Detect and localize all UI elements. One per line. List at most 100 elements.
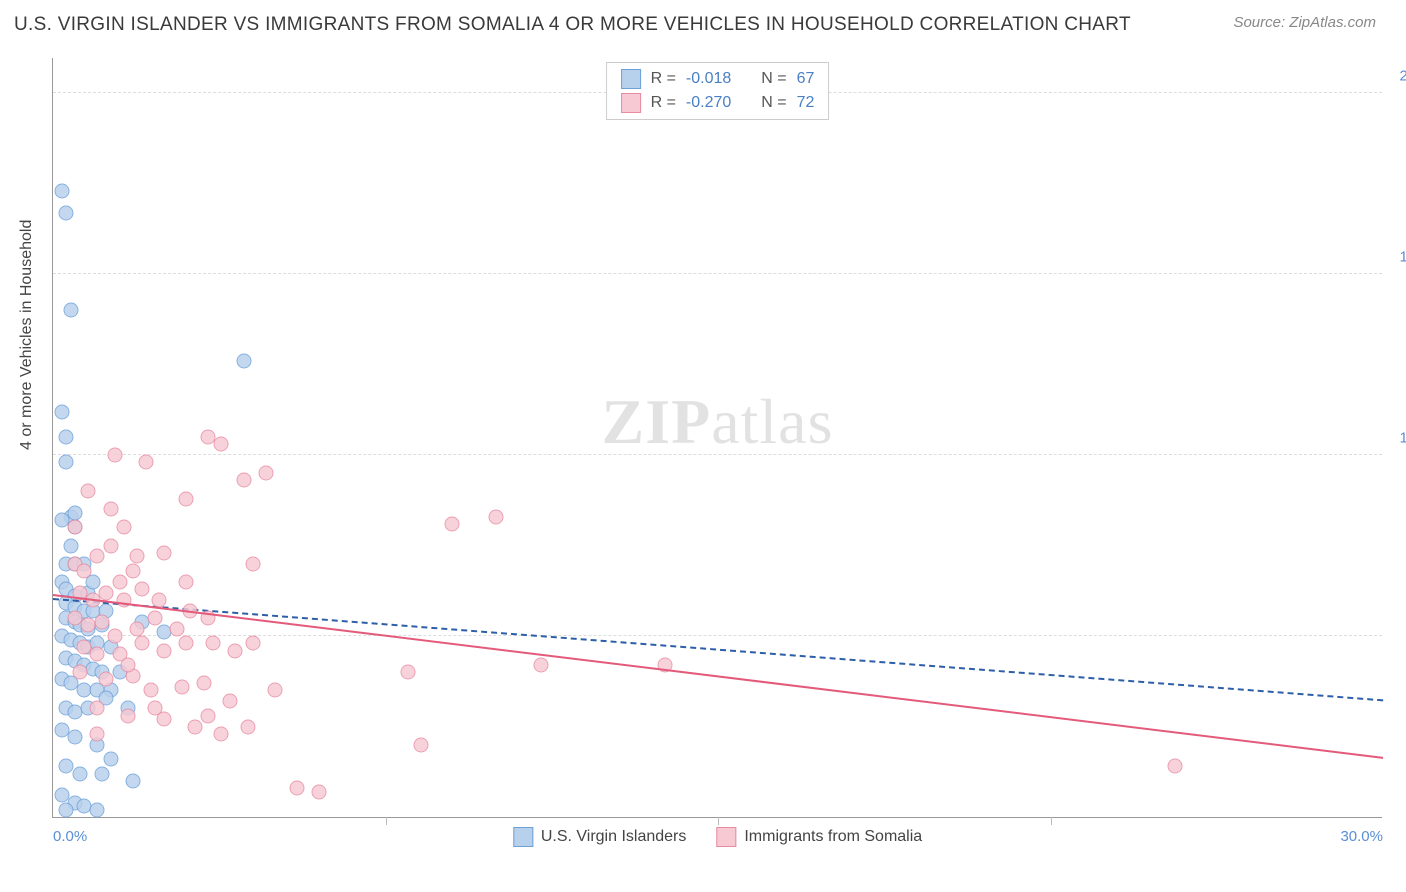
chart-title: U.S. VIRGIN ISLANDER VS IMMIGRANTS FROM … bbox=[14, 14, 1131, 36]
data-point bbox=[312, 784, 327, 799]
data-point bbox=[90, 802, 105, 817]
data-point bbox=[103, 752, 118, 767]
data-point bbox=[170, 621, 185, 636]
data-point bbox=[125, 773, 140, 788]
data-point bbox=[156, 643, 171, 658]
data-point bbox=[59, 802, 74, 817]
data-point bbox=[99, 672, 114, 687]
x-tick-label: 0.0% bbox=[53, 828, 87, 845]
y-tick-label: 15.0% bbox=[1387, 249, 1406, 266]
data-point bbox=[214, 726, 229, 741]
data-point bbox=[179, 491, 194, 506]
data-point bbox=[90, 647, 105, 662]
data-point bbox=[72, 766, 87, 781]
x-tick-label: 30.0% bbox=[1340, 828, 1383, 845]
legend-item: U.S. Virgin Islanders bbox=[513, 827, 687, 847]
data-point bbox=[223, 694, 238, 709]
data-point bbox=[489, 509, 504, 524]
y-axis-label: 4 or more Vehicles in Household bbox=[18, 220, 36, 450]
gridline bbox=[53, 273, 1382, 274]
legend-stat-row: R = -0.018 N = 67 bbox=[621, 67, 815, 91]
data-point bbox=[267, 683, 282, 698]
data-point bbox=[63, 303, 78, 318]
data-point bbox=[134, 636, 149, 651]
data-point bbox=[54, 183, 69, 198]
r-value: -0.018 bbox=[686, 70, 731, 88]
data-point bbox=[90, 726, 105, 741]
data-point bbox=[139, 455, 154, 470]
header-bar: U.S. VIRGIN ISLANDER VS IMMIGRANTS FROM … bbox=[0, 0, 1406, 36]
legend-swatch bbox=[716, 827, 736, 847]
data-point bbox=[59, 205, 74, 220]
data-point bbox=[90, 701, 105, 716]
data-point bbox=[147, 610, 162, 625]
n-value: 67 bbox=[797, 70, 815, 88]
data-point bbox=[205, 636, 220, 651]
data-point bbox=[400, 665, 415, 680]
data-point bbox=[214, 437, 229, 452]
data-point bbox=[81, 484, 96, 499]
data-point bbox=[147, 701, 162, 716]
data-point bbox=[174, 679, 189, 694]
data-point bbox=[533, 658, 548, 673]
data-point bbox=[236, 354, 251, 369]
data-point bbox=[179, 574, 194, 589]
data-point bbox=[236, 473, 251, 488]
data-point bbox=[130, 549, 145, 564]
legend-series: U.S. Virgin Islanders Immigrants from Som… bbox=[513, 827, 922, 847]
data-point bbox=[152, 592, 167, 607]
data-point bbox=[196, 676, 211, 691]
source-label: Source: ZipAtlas.com bbox=[1233, 14, 1376, 31]
data-point bbox=[1167, 759, 1182, 774]
watermark: ZIPatlas bbox=[602, 385, 834, 459]
data-point bbox=[68, 730, 83, 745]
data-point bbox=[201, 430, 216, 445]
data-point bbox=[241, 719, 256, 734]
x-tick bbox=[386, 817, 387, 825]
y-tick-label: 20.0% bbox=[1387, 68, 1406, 85]
data-point bbox=[103, 502, 118, 517]
data-point bbox=[245, 636, 260, 651]
legend-stat-row: R = -0.270N = 72 bbox=[621, 91, 815, 115]
r-label: R = bbox=[651, 70, 676, 88]
data-point bbox=[125, 563, 140, 578]
r-label: R = bbox=[651, 94, 676, 112]
data-point bbox=[99, 585, 114, 600]
n-label: N = bbox=[761, 70, 786, 88]
data-point bbox=[134, 582, 149, 597]
data-point bbox=[68, 506, 83, 521]
data-point bbox=[156, 545, 171, 560]
legend-swatch bbox=[621, 93, 641, 113]
data-point bbox=[72, 665, 87, 680]
data-point bbox=[413, 737, 428, 752]
data-point bbox=[63, 538, 78, 553]
data-point bbox=[103, 538, 118, 553]
data-point bbox=[445, 516, 460, 531]
data-point bbox=[121, 658, 136, 673]
y-tick-label: 5.0% bbox=[1387, 611, 1406, 628]
n-value: 72 bbox=[797, 94, 815, 112]
trend-line bbox=[53, 594, 1383, 759]
data-point bbox=[121, 708, 136, 723]
data-point bbox=[143, 683, 158, 698]
data-point bbox=[245, 556, 260, 571]
legend-label: Immigrants from Somalia bbox=[744, 828, 922, 846]
n-label: N = bbox=[761, 94, 786, 112]
data-point bbox=[112, 574, 127, 589]
legend-item: Immigrants from Somalia bbox=[716, 827, 922, 847]
data-point bbox=[94, 614, 109, 629]
data-point bbox=[130, 621, 145, 636]
data-point bbox=[68, 520, 83, 535]
data-point bbox=[289, 781, 304, 796]
data-point bbox=[108, 629, 123, 644]
legend-swatch bbox=[513, 827, 533, 847]
data-point bbox=[54, 404, 69, 419]
data-point bbox=[227, 643, 242, 658]
x-tick bbox=[718, 817, 719, 825]
data-point bbox=[77, 563, 92, 578]
gridline bbox=[53, 454, 1382, 455]
legend-swatch bbox=[621, 69, 641, 89]
data-point bbox=[108, 448, 123, 463]
data-point bbox=[258, 466, 273, 481]
data-point bbox=[59, 455, 74, 470]
